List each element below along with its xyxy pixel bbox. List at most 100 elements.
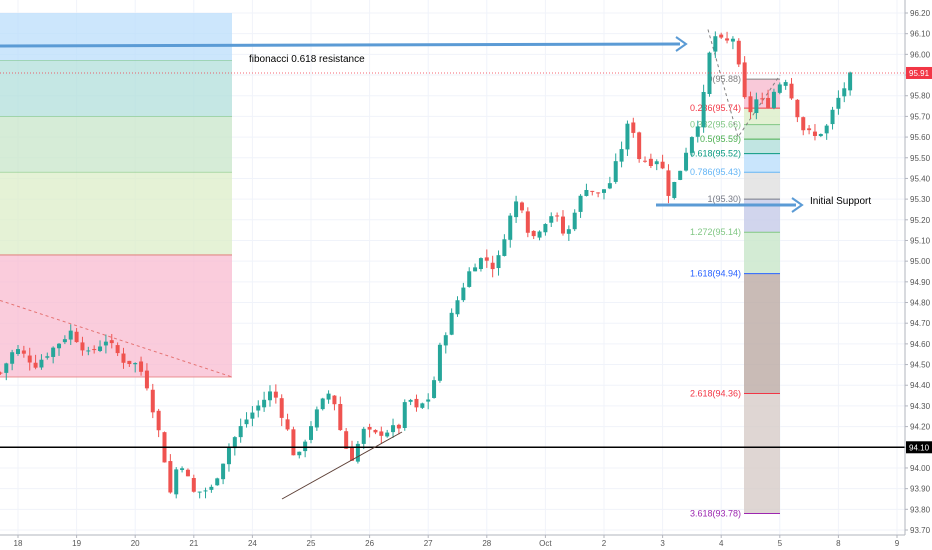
- candle-body: [279, 398, 284, 418]
- candle-body: [766, 97, 771, 108]
- fib-zone: [744, 172, 780, 200]
- candle-body: [344, 431, 349, 449]
- candle-body: [168, 461, 173, 493]
- fib-level-label: 1.618(94.94): [690, 269, 741, 279]
- candle-body: [215, 478, 220, 486]
- candle-body: [350, 447, 355, 461]
- candle-body: [373, 429, 378, 433]
- left-fib-zone: [0, 13, 232, 61]
- candle-body: [21, 350, 26, 354]
- fib-trend-line: [707, 29, 781, 139]
- candle-body: [572, 212, 577, 230]
- candle-body: [836, 97, 841, 109]
- left-fib-zones: [0, 13, 233, 378]
- candle-body: [443, 335, 448, 346]
- time-tick-label: Oct: [539, 539, 552, 548]
- candle-body: [818, 133, 823, 137]
- candle-body: [127, 360, 132, 365]
- candle-body: [39, 359, 44, 368]
- candle-body: [795, 99, 800, 118]
- time-tick-label: 19: [72, 539, 81, 548]
- resistance-arrow-shaft: [0, 42, 681, 48]
- candle-body: [174, 469, 179, 495]
- time-tick-label: 8: [836, 539, 841, 548]
- candle-body: [86, 350, 91, 352]
- candle-body: [139, 361, 144, 372]
- fib-level-label: 2.618(94.36): [690, 389, 741, 399]
- candle-body: [531, 230, 536, 237]
- candle-body: [678, 170, 683, 180]
- price-axis[interactable]: 96.2096.1096.0095.9095.8095.7095.6095.50…: [904, 0, 932, 550]
- candle-body: [555, 215, 560, 217]
- fib-level-label: 0.786(95.43): [690, 167, 741, 177]
- support-annotation: Initial Support: [810, 196, 871, 207]
- fib-level-label: 3.618(93.78): [690, 508, 741, 518]
- candle-body: [98, 346, 103, 351]
- candle-body: [455, 300, 460, 315]
- candle-body: [391, 425, 396, 433]
- fib-zone: [744, 124, 780, 140]
- price-tick-label: 95.30: [910, 195, 931, 204]
- candle-body: [226, 447, 231, 465]
- candle-body: [467, 271, 472, 287]
- candle-body: [777, 84, 782, 93]
- fib-zone: [744, 139, 780, 154]
- candle-body: [437, 344, 442, 381]
- time-tick-label: 5: [778, 539, 783, 548]
- price-tick-label: 95.00: [910, 257, 931, 266]
- candle-body: [689, 137, 694, 153]
- candle-body: [701, 92, 706, 128]
- candle-body: [16, 349, 20, 354]
- candle-body: [754, 99, 759, 114]
- time-tick-label: 24: [248, 539, 257, 548]
- candle-body: [537, 231, 542, 238]
- candle-body: [654, 161, 659, 165]
- price-tick-label: 94.90: [910, 278, 931, 287]
- candle-body: [830, 109, 835, 125]
- time-axis[interactable]: 18 19 20 21 24 25 26 27 28 Oct 2 3 4 5 8 9: [0, 534, 905, 550]
- candle-body: [133, 363, 138, 365]
- candle-body: [613, 161, 618, 182]
- price-tick-label: 93.80: [910, 505, 931, 514]
- candle-body: [760, 98, 765, 100]
- candle-body: [285, 419, 290, 430]
- fib-zone: [744, 153, 780, 173]
- candle-body: [496, 255, 501, 269]
- candle-body: [660, 161, 665, 169]
- uptrend-line: [281, 431, 403, 500]
- candle-body: [824, 125, 829, 134]
- candle-body: [250, 412, 255, 419]
- price-tick-label: 95.20: [910, 216, 931, 225]
- candle-body: [273, 391, 278, 398]
- candle-body: [232, 437, 237, 449]
- left-fib-zone: [0, 172, 232, 255]
- candle-body: [203, 490, 208, 492]
- time-tick-label: 3: [660, 539, 665, 548]
- candle-body: [57, 343, 62, 349]
- fib-level-label: 1.272(95.14): [690, 227, 741, 237]
- candle-body: [414, 398, 419, 408]
- candle-body: [807, 128, 812, 131]
- candle-body: [115, 345, 120, 354]
- candle-body: [74, 331, 79, 343]
- time-tick-label: 20: [131, 539, 140, 548]
- time-tick-label: 4: [719, 539, 724, 548]
- candle-body: [379, 431, 384, 436]
- candle-body: [291, 429, 296, 456]
- candle-body: [637, 132, 642, 160]
- candle-body: [643, 160, 648, 162]
- time-axis-bg: [0, 535, 905, 550]
- time-tick-label: 27: [424, 539, 433, 548]
- candle-body: [607, 183, 612, 189]
- candle-body: [209, 486, 214, 490]
- candle-body: [508, 215, 513, 240]
- candle-body: [297, 451, 302, 456]
- candle-body: [584, 189, 589, 196]
- downtrend-dashed-line: [0, 299, 233, 378]
- last-price-label: 95.91: [909, 69, 930, 78]
- candle-body: [238, 426, 243, 438]
- candle-body: [10, 352, 15, 364]
- price-tick-label: 96.10: [910, 30, 931, 39]
- price-tick-label: 95.10: [910, 236, 931, 245]
- candle-body: [62, 339, 67, 343]
